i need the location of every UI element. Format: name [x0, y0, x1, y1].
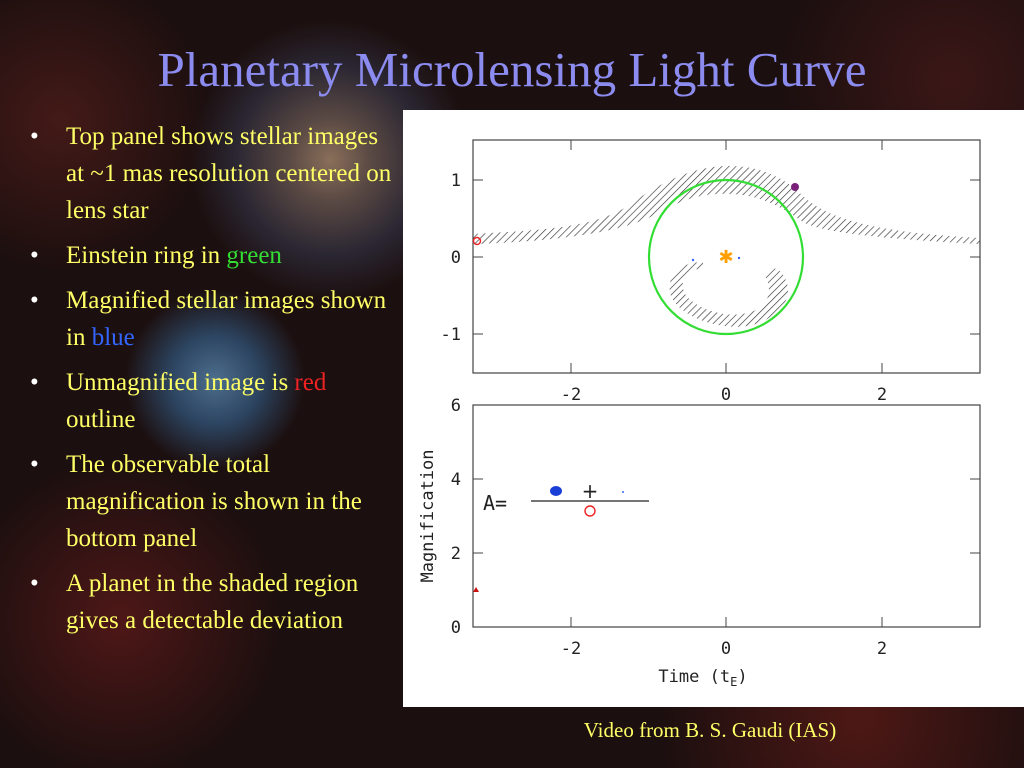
bottom-panel: 6 4 2 0 -2 0 2 Magnification Time (tE) A…: [418, 396, 981, 689]
video-credit: Video from B. S. Gaudi (IAS): [583, 718, 837, 742]
bullet-item: • Einstein ring in green: [30, 237, 400, 274]
detectable-region-band: [473, 165, 980, 244]
x-axis-label-sub: E: [730, 675, 737, 689]
bullet-dot: •: [30, 123, 39, 150]
bullet-text: A planet in the shaded region gives a de…: [66, 570, 359, 634]
magnified-image-dot: [691, 258, 695, 262]
bullet-dot: •: [30, 242, 39, 269]
y-tick-label: -1: [441, 325, 461, 345]
y-tick-label: 4: [451, 470, 461, 490]
unmagnified-source-image: [472, 236, 482, 246]
bullet-text: Unmagnified image is: [66, 369, 295, 396]
bullet-text-tail: outline: [66, 406, 136, 433]
inner-shaded-region: [669, 262, 789, 327]
planet-marker: [791, 183, 799, 191]
y-tick-label: 0: [451, 248, 461, 268]
y-tick-label: 6: [451, 396, 461, 416]
bullet-item: • Magnified stellar images shown in blue: [30, 282, 400, 356]
bullet-list: • Top panel shows stellar images at ~1 ma…: [30, 118, 400, 647]
bullet-text: Einstein ring in: [66, 242, 227, 269]
bullet-item: • The observable total magnification is s…: [30, 446, 400, 557]
bullet-dot: •: [30, 570, 39, 597]
y-tick-label: 2: [451, 544, 461, 564]
y-tick-label: 1: [451, 171, 461, 191]
microlensing-figure: ✱ 1 0 -1 -2 0 2: [418, 139, 981, 689]
top-panel: ✱ 1 0 -1 -2 0 2: [441, 139, 981, 405]
bullet-item: • Unmagnified image is red outline: [30, 364, 400, 438]
video-frame: ✱ 1 0 -1 -2 0 2: [403, 110, 1024, 707]
bullet-text: Top panel shows stellar images at ~1 mas…: [66, 123, 392, 224]
x-axis-label-main: Time (t: [658, 667, 730, 687]
x-tick-label: -2: [561, 639, 581, 659]
slide-title: Planetary Microlensing Light Curve: [157, 42, 867, 97]
x-tick-label: 0: [721, 639, 731, 659]
einstein-ring: [647, 178, 805, 336]
light-curve-points: [473, 587, 479, 592]
highlight-blue: blue: [91, 324, 135, 351]
x-tick-label: 2: [877, 639, 887, 659]
y-axis-label: Magnification: [418, 449, 438, 582]
bullet-item: • Top panel shows stellar images at ~1 ma…: [30, 118, 400, 229]
magnification-equation-label: A=: [483, 491, 507, 515]
plus-symbol: +: [582, 479, 599, 503]
unmagnified-image-symbol: [584, 505, 596, 517]
bullet-dot: •: [30, 369, 39, 396]
bullet-item: • A planet in the shaded region gives a d…: [30, 565, 400, 639]
x-axis-label: Time (tE): [658, 667, 747, 689]
bottom-panel-frame: [472, 404, 981, 628]
highlight-green: green: [226, 242, 282, 269]
magnified-image-dot: [737, 256, 741, 260]
bullet-text: Magnified stellar images shown in: [66, 287, 387, 351]
lens-star-marker: ✱: [718, 247, 733, 268]
small-image-symbol: [622, 491, 624, 493]
light-curve-point: [473, 587, 479, 592]
x-tick-label: -2: [561, 385, 581, 405]
magnified-image-symbol: [550, 486, 562, 496]
x-axis-label-close: ): [737, 667, 747, 687]
highlight-red: red: [294, 369, 327, 396]
bullet-dot: •: [30, 451, 39, 478]
bullet-text: The observable total magnification is sh…: [66, 451, 362, 552]
x-tick-label: 2: [877, 385, 887, 405]
y-tick-label: 0: [451, 618, 461, 638]
x-tick-label: 0: [721, 385, 731, 405]
bullet-dot: •: [30, 287, 39, 314]
